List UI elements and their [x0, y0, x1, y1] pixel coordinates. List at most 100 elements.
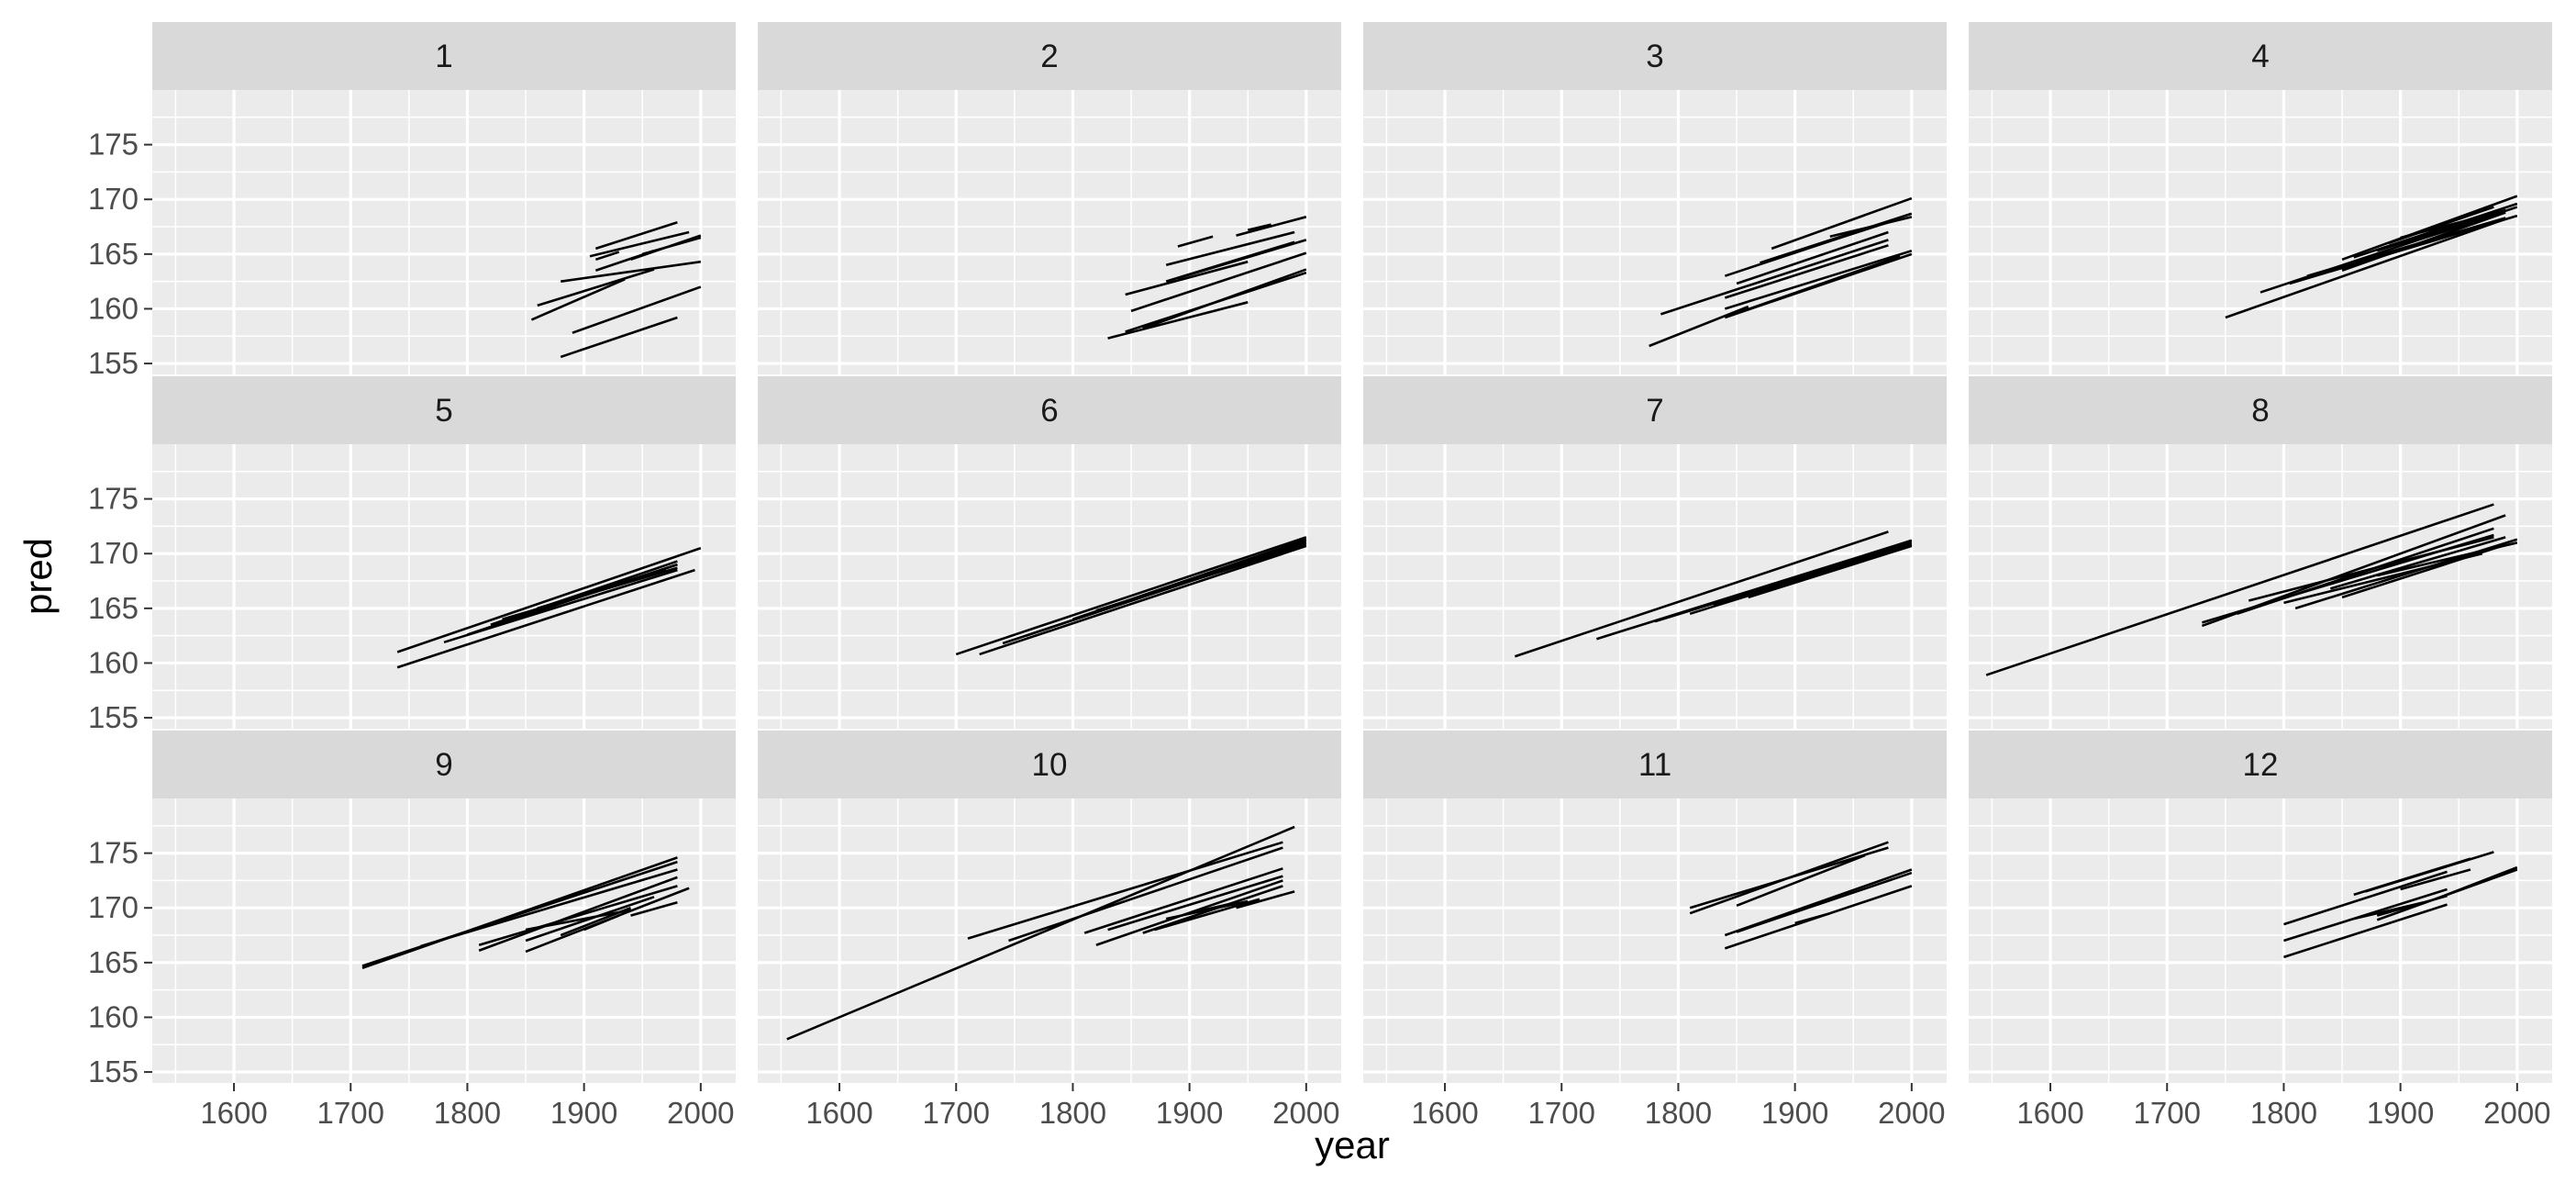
prediction-line [1236, 890, 1295, 909]
panel-background [758, 798, 1341, 1083]
facet-strip-label: 4 [2251, 39, 2269, 74]
panel-background [152, 798, 736, 1083]
facet-strip [1363, 376, 1947, 444]
facet-strip-label: 10 [1032, 747, 1068, 783]
prediction-line [2283, 870, 2448, 926]
prediction-line [1247, 223, 1271, 231]
y-tick-label: 155 [88, 1055, 139, 1088]
facet-strip [758, 22, 1341, 90]
x-tick-label: 2000 [1272, 1096, 1339, 1130]
prediction-line [572, 285, 702, 334]
prediction-line [2353, 901, 2425, 921]
facet-strip [1363, 22, 1947, 90]
prediction-line [630, 901, 678, 917]
prediction-line [2248, 536, 2494, 602]
facet-panel-5: 5 155 160 165 170 175 [88, 376, 736, 734]
prediction-line [530, 278, 626, 321]
prediction-line [1142, 268, 1307, 330]
facet-panel-4: 4 [1969, 22, 2552, 374]
prediction-line [786, 825, 1295, 1041]
facet-strip-label: 1 [435, 39, 452, 74]
prediction-line [1771, 221, 1889, 262]
x-tick-label: 1700 [317, 1096, 384, 1130]
facet-strip [758, 731, 1341, 798]
prediction-line [1724, 244, 1889, 299]
prediction-line [1125, 260, 1249, 296]
prediction-line [2225, 218, 2506, 319]
prediction-line [1736, 854, 1866, 908]
prediction-line [420, 868, 678, 948]
prediction-line [583, 914, 620, 932]
facet-strip [1969, 22, 2552, 90]
prediction-line [1177, 239, 1307, 280]
prediction-line [955, 536, 1307, 656]
prediction-line [1165, 230, 1295, 267]
x-axis-title: year [1315, 1123, 1390, 1166]
facet-panel-9: 9 155 160 165 170 175 1600 1700 1800 1900 2000 [88, 731, 736, 1130]
facet-panel-10: 10 1600 1700 1800 1900 2000 [758, 731, 1341, 1130]
prediction-line [1985, 503, 2494, 676]
facet-strip [758, 376, 1341, 444]
prediction-line [396, 568, 695, 669]
facet-strip [152, 376, 736, 444]
facet-strip-label: 3 [1646, 39, 1663, 74]
facet-strip [1969, 376, 2552, 444]
prediction-line [478, 876, 678, 952]
y-tick-label: 165 [88, 591, 139, 625]
facet-panel-2: 2 [758, 22, 1341, 374]
prediction-line [1189, 901, 1237, 915]
x-tick-label: 1900 [2367, 1096, 2434, 1130]
prediction-line [1748, 544, 1913, 599]
facet-strip-label: 2 [1040, 39, 1058, 74]
prediction-line [1689, 846, 1889, 909]
panel-background [758, 444, 1341, 729]
prediction-line [1649, 305, 1749, 348]
facet-strip-label: 5 [435, 393, 452, 429]
prediction-line [361, 860, 678, 967]
x-tick-label: 1800 [2250, 1096, 2317, 1130]
prediction-line [2341, 195, 2518, 262]
x-tick-label: 1700 [923, 1096, 990, 1130]
facet-panel-3: 3 [1363, 22, 1947, 374]
facet-panel-1: 1 155 160 165 170 175 [88, 22, 736, 380]
x-tick-label: 1800 [1039, 1096, 1106, 1130]
prediction-line [2376, 541, 2518, 577]
prediction-line [1154, 898, 1260, 932]
y-tick-label: 175 [88, 836, 139, 870]
facet-panel-11: 11 1600 1700 1800 1900 2000 [1363, 731, 1947, 1130]
facet-panel-6: 6 [758, 376, 1341, 729]
panel-background [758, 90, 1341, 374]
y-tick-label: 160 [88, 645, 139, 679]
prediction-line [1829, 216, 1913, 239]
prediction-line [1713, 539, 1913, 607]
facet-strip [1363, 731, 1947, 798]
facet-strip [152, 731, 736, 798]
x-tick-label: 1900 [1761, 1096, 1828, 1130]
panel-background [1969, 444, 2552, 729]
prediction-line [1771, 196, 1913, 251]
prediction-line [2400, 868, 2471, 891]
prediction-line [537, 567, 667, 610]
facet-strip-label: 12 [2243, 747, 2279, 783]
prediction-line [1514, 530, 1889, 658]
prediction-line [1736, 230, 1889, 285]
panel-background [1969, 798, 2552, 1083]
prediction-line [1794, 911, 1831, 925]
x-tick-label: 1900 [550, 1096, 617, 1130]
prediction-line [1177, 235, 1214, 248]
prediction-line [2400, 211, 2506, 247]
y-tick-label: 170 [88, 890, 139, 924]
y-tick-label: 160 [88, 999, 139, 1033]
prediction-line [1794, 543, 1913, 582]
x-tick-label: 1600 [2016, 1096, 2083, 1130]
prediction-line [967, 841, 1283, 940]
prediction-line [537, 268, 655, 307]
prediction-line [1008, 846, 1283, 943]
prediction-line [2435, 865, 2518, 900]
x-tick-label: 1900 [1156, 1096, 1223, 1130]
prediction-line [2365, 851, 2494, 893]
y-tick-label: 170 [88, 182, 139, 216]
prediction-line [1083, 867, 1283, 934]
x-tick-label: 1600 [805, 1096, 872, 1130]
